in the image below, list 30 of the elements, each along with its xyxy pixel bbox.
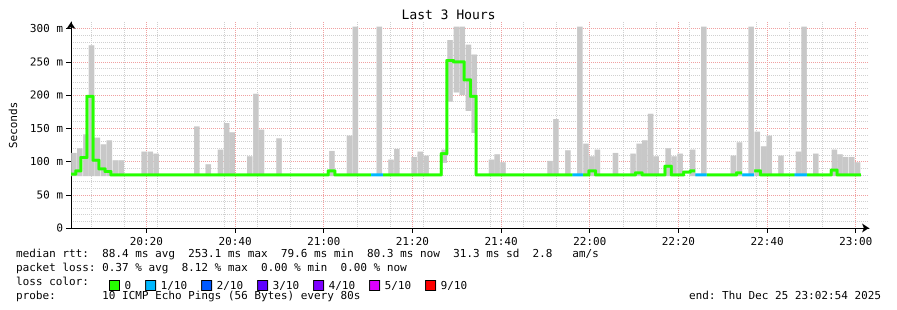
legend-label: 2/10 bbox=[216, 279, 244, 292]
legend-label: 9/10 bbox=[440, 279, 468, 292]
legend-label: 0 bbox=[124, 279, 132, 292]
x-tick-label: 21:40 bbox=[484, 235, 518, 248]
legend-title: loss color: bbox=[16, 275, 89, 288]
x-tick-label: 20:40 bbox=[218, 235, 252, 248]
legend-label: 4/10 bbox=[328, 279, 356, 292]
y-tick-label: 150 m bbox=[30, 122, 64, 135]
legend-label: 3/10 bbox=[272, 279, 300, 292]
y-axis-title: Seconds bbox=[7, 102, 20, 148]
y-tick-label: 50 m bbox=[36, 188, 64, 202]
text: median rtt: 88.4 ms avg 253.1 ms max 79.6 ms min 80.3 ms now 31.3 ms sd 2.8 am/s bbox=[16, 247, 599, 260]
y-tick-label: 100 m bbox=[30, 155, 64, 168]
y-tick-label: 250 m bbox=[30, 55, 64, 68]
legend-label: 1/10 bbox=[160, 279, 188, 292]
x-tick-label: 22:20 bbox=[662, 235, 695, 248]
chart-title: Last 3 Hours bbox=[402, 8, 496, 23]
text: end: Thu Dec 25 23:02:54 2025 bbox=[688, 289, 882, 302]
x-tick-label: 22:00 bbox=[573, 235, 606, 248]
text: packet loss: 0.37 % avg 8.12 % max 0.00 % min 0.00 % now bbox=[16, 261, 408, 274]
x-tick-label: 23:00 bbox=[839, 235, 872, 248]
x-tick-label: 22:40 bbox=[750, 235, 784, 248]
x-tick-label: 21:20 bbox=[396, 235, 429, 248]
y-tick-label: 0 bbox=[56, 222, 64, 234]
legend-label: 5/10 bbox=[384, 279, 412, 292]
x-tick-label: 20:20 bbox=[130, 235, 163, 248]
x-tick-label: 21:00 bbox=[307, 235, 340, 248]
y-tick-label: 200 m bbox=[30, 88, 64, 102]
text: probe: 10 ICMP Echo Pings (56 Bytes) every 80s bbox=[16, 289, 360, 302]
y-tick-label: 300 m bbox=[30, 22, 64, 36]
